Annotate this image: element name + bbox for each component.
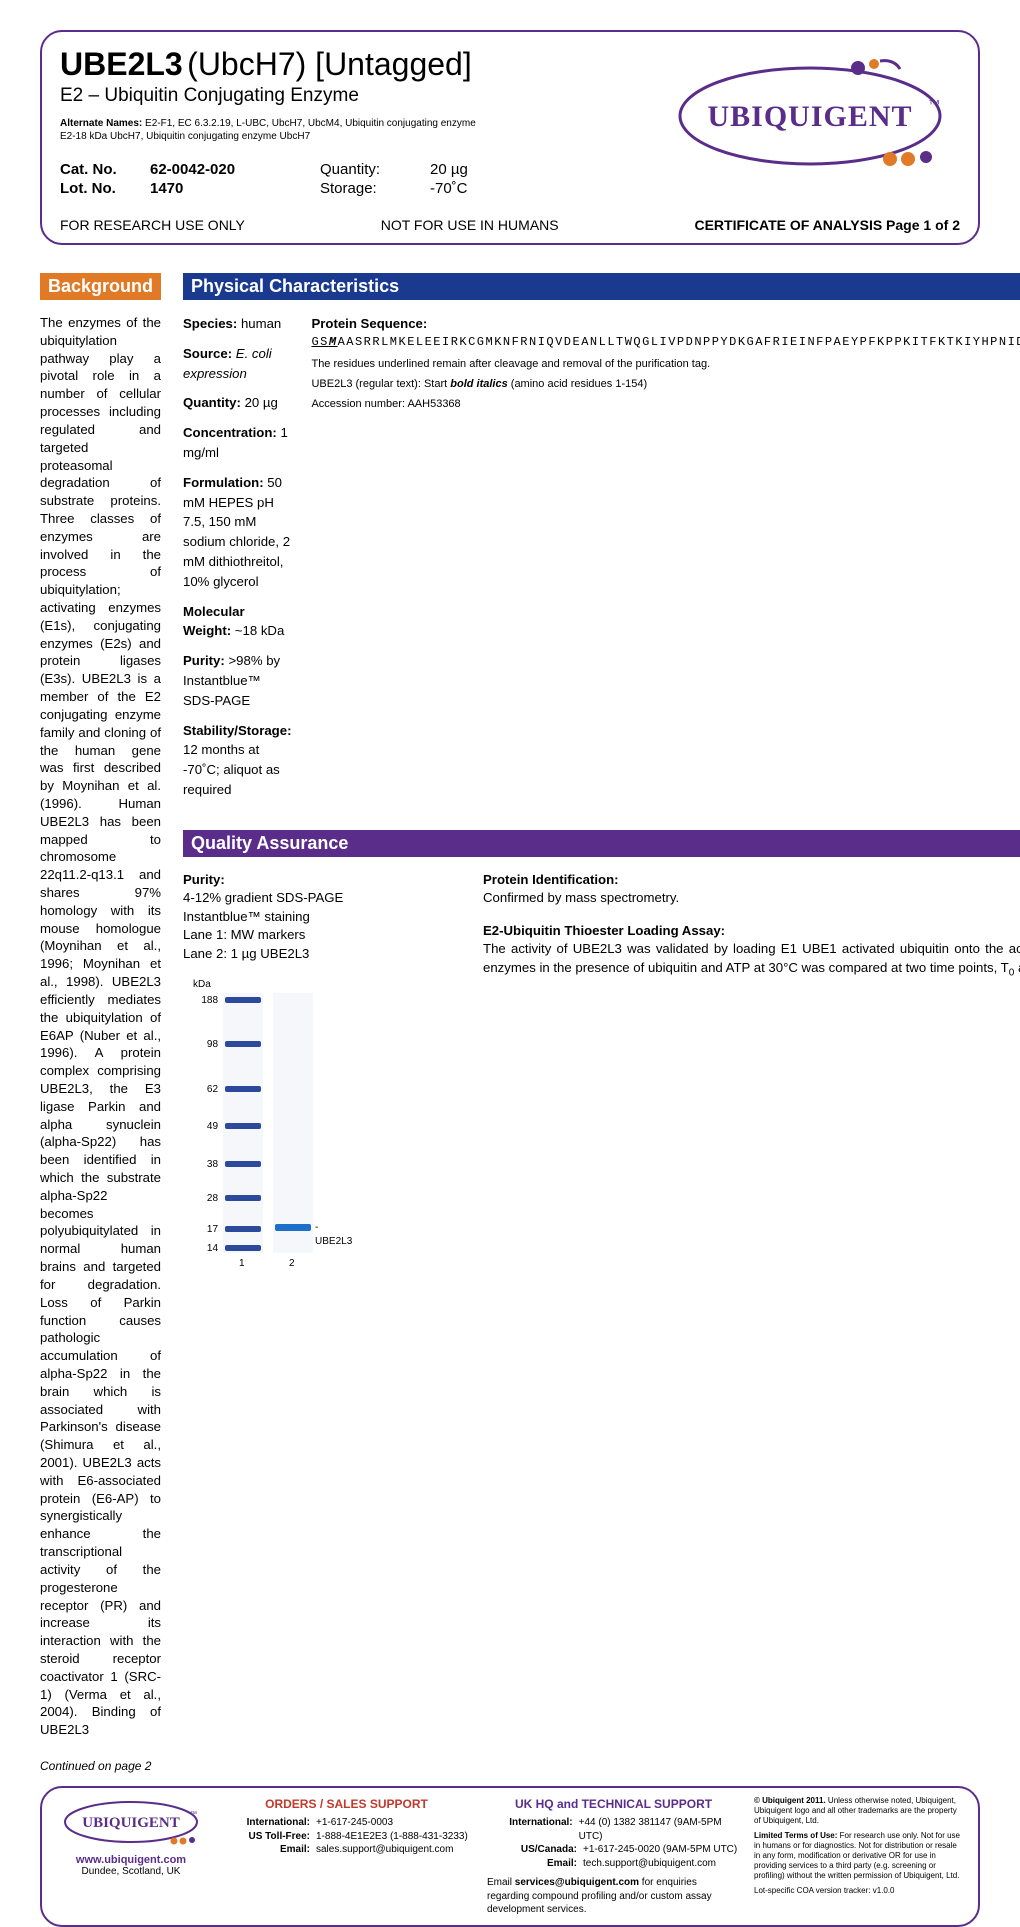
quantity-label: Quantity: <box>320 161 430 178</box>
gene-paren: (UbcH7) [Untagged] <box>187 46 472 82</box>
cat-no-value: 62-0042-020 <box>150 161 320 178</box>
background-heading: Background <box>40 273 161 300</box>
footer-box: UBIQUIGENT ™ www.ubiquigent.com Dundee, … <box>40 1786 980 1927</box>
qa-left: Purity: 4-12% gradient SDS-PAGE Instantb… <box>183 871 463 1273</box>
svg-text:UBIQUIGENT: UBIQUIGENT <box>82 1815 180 1831</box>
svg-text:™: ™ <box>190 1811 197 1818</box>
lot-no-value: 1470 <box>150 180 320 197</box>
physical-right: Protein Sequence: GSMAASRRLMKELEEIRKCGMK… <box>311 314 1020 810</box>
cat-no-label: Cat. No. <box>60 161 150 178</box>
not-for-humans: NOT FOR USE IN HUMANS <box>381 217 559 233</box>
research-only: FOR RESEARCH USE ONLY <box>60 217 245 233</box>
company-logo: UBIQUIGENT ™ <box>660 46 960 166</box>
qa-right: Protein Identification: Confirmed by mas… <box>483 871 1020 1273</box>
header-box: UBE2L3 (UbcH7) [Untagged] E2 – Ubiquitin… <box>40 30 980 245</box>
tech-support: UK HQ and TECHNICAL SUPPORT Internationa… <box>487 1796 740 1917</box>
gel-image: kDa - UBE2L3 1 2 18898624938281714 <box>183 973 333 1273</box>
alternate-names: Alternate Names: E2-F1, EC 6.3.2.19, L-U… <box>60 117 480 143</box>
svg-text:UBIQUIGENT: UBIQUIGENT <box>707 100 912 133</box>
qa-heading: Quality Assurance <box>183 830 1020 857</box>
subtitle: E2 – Ubiquitin Conjugating Enzyme <box>60 85 660 107</box>
quantity-value: 20 µg <box>430 161 530 178</box>
storage-value: -70˚C <box>430 180 530 197</box>
footer-logo: UBIQUIGENT ™ www.ubiquigent.com Dundee, … <box>56 1796 206 1917</box>
physical-left: Species: human Source: E. coli expressio… <box>183 314 291 810</box>
legal-text: © Ubiquigent 2011. Unless otherwise note… <box>754 1796 964 1917</box>
coa-page: CERTIFICATE OF ANALYSIS Page 1 of 2 <box>694 217 960 233</box>
physical-heading: Physical Characteristics <box>183 273 1020 300</box>
footer-website[interactable]: www.ubiquigent.com <box>56 1854 206 1866</box>
protein-sequence: GSMAASRRLMKELEEIRKCGMKNFRNIQVDEANLLTWQGL… <box>311 334 1020 351</box>
background-text: The enzymes of the ubiquitylation pathwa… <box>40 314 161 1739</box>
storage-label: Storage: <box>320 180 430 197</box>
svg-text:™: ™ <box>928 97 940 111</box>
sequence-note: The residues underlined remain after cle… <box>311 357 1020 371</box>
lot-no-label: Lot. No. <box>60 180 150 197</box>
continued-note: Continued on page 2 <box>40 1759 161 1773</box>
orders-support: ORDERS / SALES SUPPORT International:+1-… <box>220 1796 473 1917</box>
gene-name: UBE2L3 <box>60 46 183 82</box>
footer-location: Dundee, Scotland, UK <box>56 1866 206 1877</box>
